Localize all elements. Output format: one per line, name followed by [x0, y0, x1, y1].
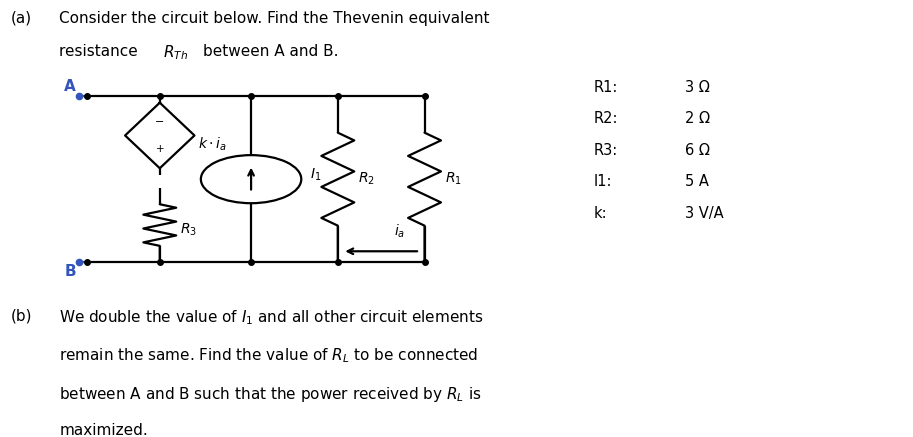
Text: +: + [155, 144, 164, 154]
Text: maximized.: maximized. [59, 423, 148, 437]
Text: We double the value of $I_1$ and all other circuit elements: We double the value of $I_1$ and all oth… [59, 308, 484, 327]
Text: resistance: resistance [59, 44, 143, 59]
Text: R2:: R2: [593, 111, 618, 126]
Text: $R_2$: $R_2$ [358, 171, 374, 187]
Text: 6 Ω: 6 Ω [685, 143, 709, 158]
Text: (a): (a) [11, 11, 32, 26]
Text: 3 Ω: 3 Ω [685, 80, 709, 95]
Text: between A and B such that the power received by $R_L$ is: between A and B such that the power rece… [59, 385, 482, 404]
Text: 5 A: 5 A [685, 174, 708, 189]
Text: I1:: I1: [593, 174, 612, 189]
Text: −: − [155, 117, 164, 127]
Text: $k \cdot i_a$: $k \cdot i_a$ [198, 135, 227, 153]
Text: k:: k: [593, 206, 607, 221]
Text: 2 Ω: 2 Ω [685, 111, 709, 126]
Text: (b): (b) [11, 308, 33, 323]
Text: R1:: R1: [593, 80, 618, 95]
Text: R3:: R3: [593, 143, 618, 158]
Text: Consider the circuit below. Find the Thevenin equivalent: Consider the circuit below. Find the The… [59, 11, 490, 26]
Text: $R_1$: $R_1$ [445, 171, 462, 187]
Text: between A and B.: between A and B. [203, 44, 338, 59]
Text: A: A [64, 79, 76, 94]
Text: $i_a$: $i_a$ [394, 223, 405, 240]
Text: remain the same. Find the value of $R_L$ to be connected: remain the same. Find the value of $R_L$… [59, 347, 478, 365]
Text: $R_3$: $R_3$ [180, 221, 197, 238]
Text: $R_{Th}$: $R_{Th}$ [163, 44, 188, 62]
Text: B: B [64, 264, 76, 278]
Text: 3 V/A: 3 V/A [685, 206, 723, 221]
Text: $I_1$: $I_1$ [310, 166, 321, 183]
